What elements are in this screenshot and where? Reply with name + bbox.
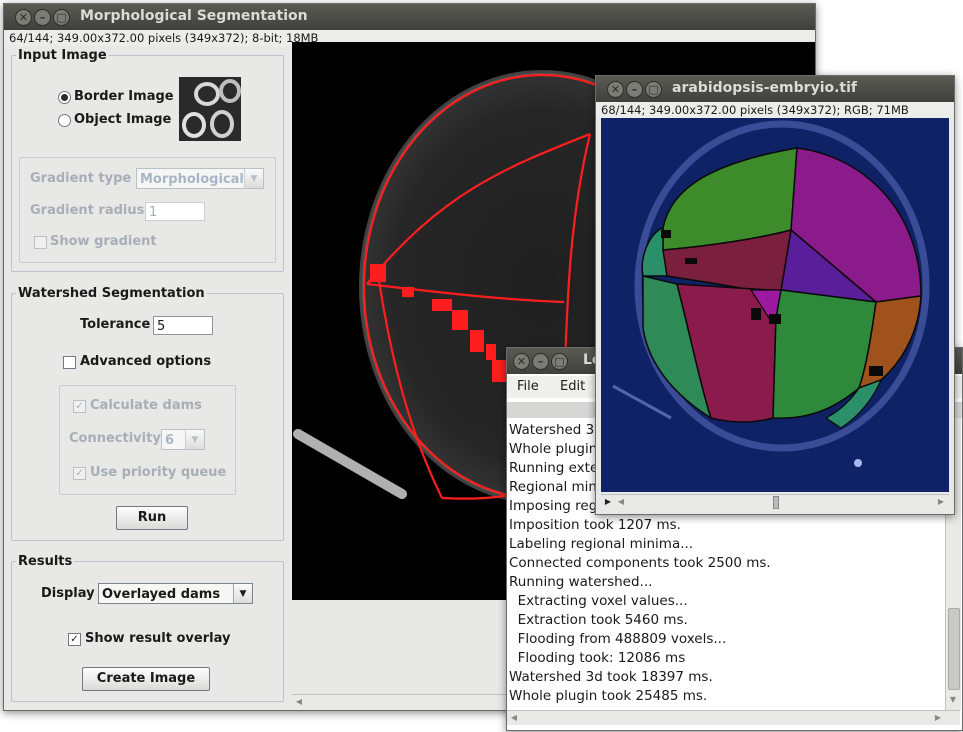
log-line: Imposing reg <box>509 498 598 514</box>
tolerance-input[interactable]: 5 <box>153 316 213 335</box>
advanced-options-label[interactable]: Advanced options <box>80 354 212 369</box>
advanced-options-group <box>59 385 236 495</box>
gradient-options-group <box>19 157 276 263</box>
results-legend: Results <box>18 554 73 569</box>
object-image-label[interactable]: Object Image <box>74 112 172 127</box>
calculate-dams-label[interactable]: Calculate dams <box>90 398 202 413</box>
menu-edit[interactable]: Edit <box>560 379 586 394</box>
log-line: Flooding from 488809 voxels... <box>509 631 727 647</box>
input-type-preview-image <box>179 77 241 141</box>
scroll-left-icon[interactable]: ◀ <box>295 697 303 706</box>
display-value: Overlayed dams <box>102 587 221 602</box>
connectivity-select[interactable]: 6 ▼ <box>161 429 205 450</box>
log-line: Running watershed... <box>509 574 653 590</box>
watershed-segmentation-group: Watershed Segmentation <box>11 286 284 541</box>
display-label: Display <box>41 586 95 601</box>
show-gradient-label[interactable]: Show gradient <box>50 234 157 249</box>
maximize-icon[interactable]: □ <box>551 353 568 370</box>
run-button[interactable]: Run <box>116 506 188 530</box>
chevron-down-icon[interactable]: ▼ <box>185 430 204 449</box>
embryo-segmentation-canvas[interactable] <box>601 118 949 492</box>
embryo-title-bar[interactable]: ✕ – □ arabidopsis-embryio.tif <box>596 76 954 102</box>
gradient-type-label: Gradient type <box>30 171 132 186</box>
scroll-left-icon[interactable]: ◀ <box>617 497 625 506</box>
object-image-radio[interactable] <box>58 114 71 127</box>
scroll-left-icon[interactable]: ◀ <box>510 713 518 722</box>
gradient-radius-input[interactable]: 1 <box>145 202 205 221</box>
play-icon[interactable]: ▶ <box>604 497 612 506</box>
log-line: Extraction took 5460 ms. <box>509 612 688 628</box>
maximize-icon[interactable]: □ <box>53 9 70 26</box>
log-line: Regional min <box>509 479 597 495</box>
embryo-image-info: 68/144; 349.00x372.00 pixels (349x372); … <box>596 102 954 118</box>
minimize-icon[interactable]: – <box>532 353 549 370</box>
close-icon[interactable]: ✕ <box>607 81 624 98</box>
tolerance-label: Tolerance <box>80 317 151 332</box>
minimize-icon[interactable]: – <box>34 9 51 26</box>
show-result-overlay-label[interactable]: Show result overlay <box>85 631 231 646</box>
calculate-dams-checkbox[interactable]: ✓ <box>73 400 86 413</box>
log-line: Connected components took 2500 ms. <box>509 555 771 571</box>
gradient-type-value: Morphological <box>140 172 244 187</box>
show-gradient-checkbox[interactable] <box>34 236 47 249</box>
slice-slider-thumb[interactable] <box>773 496 779 509</box>
show-result-overlay-checkbox[interactable]: ✓ <box>68 633 81 646</box>
border-image-label[interactable]: Border Image <box>74 89 174 104</box>
log-line: Imposition took 1207 ms. <box>509 517 681 533</box>
log-line: Extracting voxel values... <box>509 593 688 609</box>
log-line: Running exte <box>509 460 599 476</box>
watershed-legend: Watershed Segmentation <box>18 286 205 301</box>
display-select[interactable]: Overlayed dams ▼ <box>98 583 253 604</box>
log-line: Whole plugin <box>509 441 598 457</box>
log-line: Watershed 3d took 18397 ms. <box>509 669 713 685</box>
advanced-options-checkbox[interactable] <box>63 356 76 369</box>
embryo-horizontal-scrollbar[interactable]: ▶ ◀ ▶ <box>601 494 949 509</box>
scroll-down-icon[interactable]: ▼ <box>949 695 957 704</box>
input-image-legend: Input Image <box>18 48 107 63</box>
connectivity-label: Connectivity <box>69 431 161 446</box>
maximize-icon[interactable]: □ <box>645 81 662 98</box>
window-title: Morphological Segmentation <box>80 8 308 24</box>
create-image-button[interactable]: Create Image <box>82 667 210 691</box>
minimize-icon[interactable]: – <box>626 81 643 98</box>
log-line: Watershed 3 <box>509 422 595 438</box>
results-group: Results <box>11 554 284 702</box>
embryo-image-window: ✕ – □ arabidopsis-embryio.tif 68/144; 34… <box>595 75 955 515</box>
log-scroll-thumb[interactable] <box>948 608 960 690</box>
log-horizontal-scrollbar[interactable]: ◀ ▶ <box>507 710 960 725</box>
title-bar[interactable]: ✕ – □ Morphological Segmentation <box>4 4 815 30</box>
log-text-area[interactable]: Watershed 3 Whole plugin Running exte Re… <box>507 418 945 708</box>
border-image-radio[interactable] <box>58 91 71 104</box>
menu-file[interactable]: File <box>517 379 539 394</box>
image-horizontal-scrollbar[interactable]: ◀ <box>292 694 512 709</box>
chevron-down-icon[interactable]: ▼ <box>233 584 252 603</box>
input-image-group: Input Image <box>11 48 284 272</box>
scroll-right-icon[interactable]: ▶ <box>937 497 945 506</box>
log-line: Flooding took: 12086 ms <box>509 650 686 666</box>
log-line: Whole plugin took 25485 ms. <box>509 688 708 704</box>
chevron-down-icon[interactable]: ▼ <box>244 169 263 188</box>
close-icon[interactable]: ✕ <box>513 353 530 370</box>
scroll-right-icon[interactable]: ▶ <box>934 713 942 722</box>
close-icon[interactable]: ✕ <box>15 9 32 26</box>
priority-queue-checkbox[interactable]: ✓ <box>73 467 86 480</box>
priority-queue-label[interactable]: Use priority queue <box>90 465 227 480</box>
embryo-window-title: arabidopsis-embryio.tif <box>672 80 858 96</box>
gradient-radius-label: Gradient radius <box>30 203 145 218</box>
log-line: Labeling regional minima... <box>509 536 694 552</box>
connectivity-value: 6 <box>165 433 175 448</box>
gradient-type-select[interactable]: Morphological ▼ <box>136 168 264 189</box>
